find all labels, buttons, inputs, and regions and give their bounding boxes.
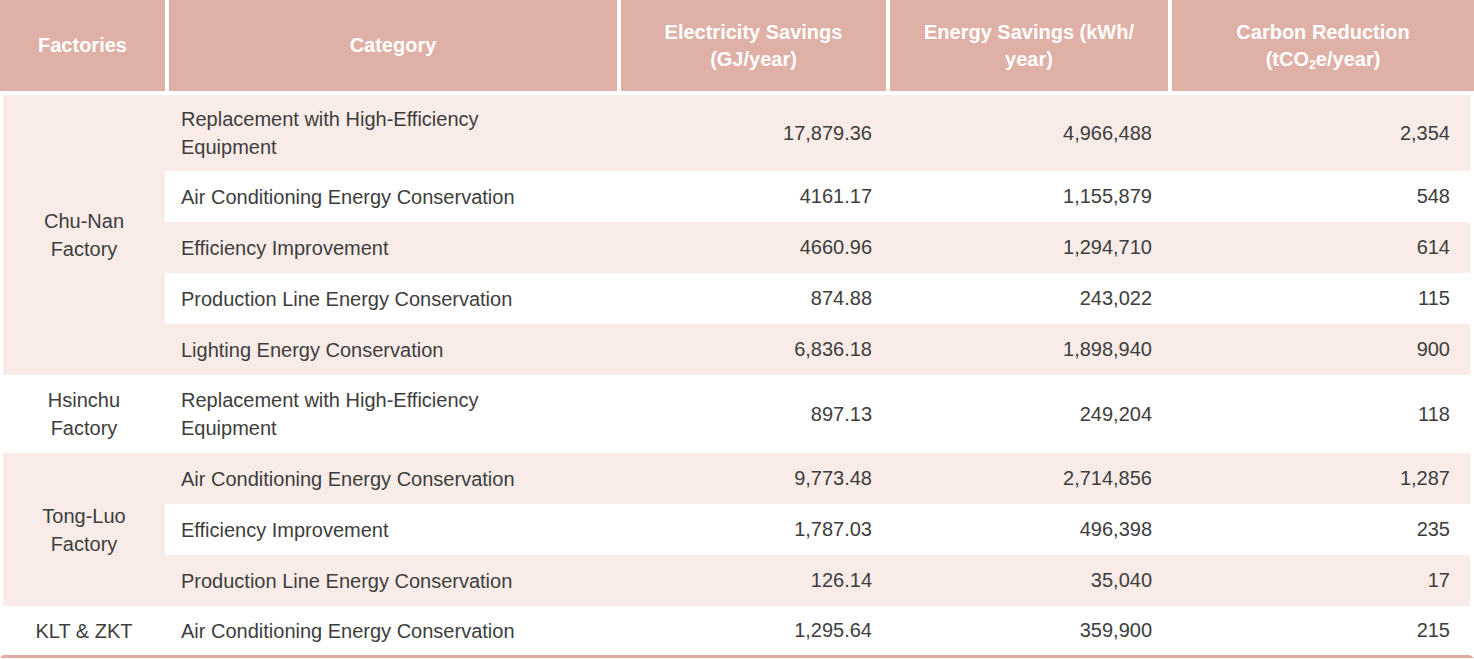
energy-value: 496,398	[886, 504, 1168, 555]
factory-cell: Tong-Luo Factory	[0, 453, 165, 606]
carbon-value: 1,287	[1168, 453, 1474, 504]
co2-subscript: 2	[1309, 58, 1316, 72]
category-cell: Efficiency Improvement	[165, 504, 617, 555]
electricity-value: 4161.17	[617, 171, 886, 222]
header-factories: Factories	[0, 0, 165, 95]
header-category: Category	[165, 0, 617, 95]
category-cell: Production Line Energy Conservation	[165, 555, 617, 606]
energy-value: 243,022	[886, 273, 1168, 324]
header-energy-savings: Energy Savings (kWh/ year)	[886, 0, 1168, 95]
factory-cell: Chu-Nan Factory	[0, 95, 165, 375]
category-cell: Production Line Energy Conservation	[165, 273, 617, 324]
header-carbon-reduction: Carbon Reduction (tCO2e/year)	[1168, 0, 1474, 95]
factory-cell: KLT & ZKT	[0, 606, 165, 658]
electricity-value: 1,787.03	[617, 504, 886, 555]
energy-savings-table: Factories Category Electricity Savings (…	[0, 0, 1474, 658]
category-cell: Air Conditioning Energy Conservation	[165, 453, 617, 504]
carbon-value: 115	[1168, 273, 1474, 324]
factory-cell: Hsinchu Factory	[0, 375, 165, 453]
electricity-value: 6,836.18	[617, 324, 886, 375]
electricity-value: 874.88	[617, 273, 886, 324]
category-cell: Replacement with High-Efficiency Equipme…	[165, 95, 617, 171]
table-row: Tong-Luo Factory Air Conditioning Energy…	[0, 453, 1474, 504]
carbon-value: 2,354	[1168, 95, 1474, 171]
table-row: Air Conditioning Energy Conservation 416…	[0, 171, 1474, 222]
carbon-value: 900	[1168, 324, 1474, 375]
table-row: Chu-Nan Factory Replacement with High-Ef…	[0, 95, 1474, 171]
electricity-value: 126.14	[617, 555, 886, 606]
category-cell: Replacement with High-Efficiency Equipme…	[165, 375, 617, 453]
energy-value: 249,204	[886, 375, 1168, 453]
electricity-value: 897.13	[617, 375, 886, 453]
table-header: Factories Category Electricity Savings (…	[0, 0, 1474, 95]
electricity-value: 4660.96	[617, 222, 886, 273]
header-factories-label: Factories	[0, 32, 165, 59]
energy-value: 1,294,710	[886, 222, 1168, 273]
energy-value: 1,155,879	[886, 171, 1168, 222]
electricity-value: 1,295.64	[617, 606, 886, 658]
table-row: KLT & ZKT Air Conditioning Energy Conser…	[0, 606, 1474, 658]
table-row: Hsinchu Factory Replacement with High-Ef…	[0, 375, 1474, 453]
energy-value: 2,714,856	[886, 453, 1168, 504]
carbon-value: 118	[1168, 375, 1474, 453]
table-row: Production Line Energy Conservation 874.…	[0, 273, 1474, 324]
energy-value: 4,966,488	[886, 95, 1168, 171]
table-row: Production Line Energy Conservation 126.…	[0, 555, 1474, 606]
carbon-value: 17	[1168, 555, 1474, 606]
electricity-value: 17,879.36	[617, 95, 886, 171]
carbon-value: 215	[1168, 606, 1474, 658]
table-row: Efficiency Improvement 4660.96 1,294,710…	[0, 222, 1474, 273]
table-row: Lighting Energy Conservation 6,836.18 1,…	[0, 324, 1474, 375]
carbon-value: 548	[1168, 171, 1474, 222]
category-cell: Lighting Energy Conservation	[165, 324, 617, 375]
table-row: Efficiency Improvement 1,787.03 496,398 …	[0, 504, 1474, 555]
electricity-value: 9,773.48	[617, 453, 886, 504]
energy-value: 35,040	[886, 555, 1168, 606]
energy-value: 359,900	[886, 606, 1168, 658]
header-category-label: Category	[169, 32, 617, 59]
header-electricity-savings: Electricity Savings (GJ/year)	[617, 0, 886, 95]
carbon-value: 614	[1168, 222, 1474, 273]
category-cell: Efficiency Improvement	[165, 222, 617, 273]
category-cell: Air Conditioning Energy Conservation	[165, 171, 617, 222]
header-row: Factories Category Electricity Savings (…	[0, 0, 1474, 95]
energy-value: 1,898,940	[886, 324, 1168, 375]
category-cell: Air Conditioning Energy Conservation	[165, 606, 617, 658]
carbon-value: 235	[1168, 504, 1474, 555]
